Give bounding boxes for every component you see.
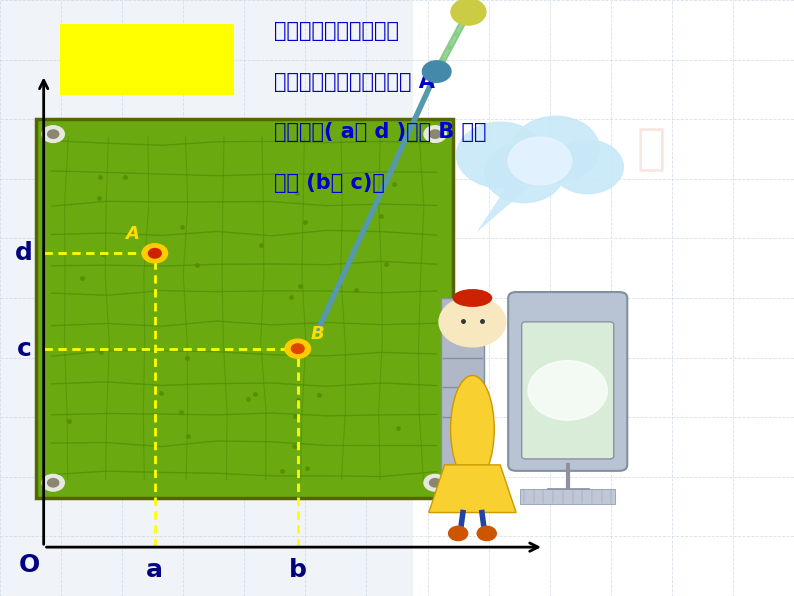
Bar — [413, 0, 794, 596]
Bar — [520, 489, 615, 504]
Text: A: A — [125, 225, 140, 243]
Text: c: c — [17, 337, 31, 361]
Circle shape — [424, 474, 446, 491]
Circle shape — [430, 130, 441, 138]
Circle shape — [512, 116, 599, 182]
Circle shape — [42, 474, 64, 491]
Circle shape — [477, 526, 496, 541]
Bar — [441, 298, 484, 489]
FancyBboxPatch shape — [508, 292, 627, 471]
Text: d: d — [15, 241, 33, 265]
FancyBboxPatch shape — [522, 322, 614, 459]
Text: 角坐标系，如本图中，点 A: 角坐标系，如本图中，点 A — [274, 72, 435, 92]
Text: O: O — [19, 553, 40, 577]
Text: a: a — [146, 558, 164, 582]
Circle shape — [552, 140, 623, 194]
Circle shape — [451, 0, 486, 25]
Ellipse shape — [453, 289, 492, 307]
Circle shape — [508, 137, 572, 185]
Circle shape — [48, 130, 59, 138]
Circle shape — [285, 339, 310, 358]
Text: B: B — [310, 325, 325, 343]
Circle shape — [42, 126, 64, 142]
Circle shape — [48, 479, 59, 487]
Polygon shape — [429, 465, 516, 513]
Circle shape — [484, 143, 564, 203]
Circle shape — [291, 344, 304, 353]
Bar — [60, 24, 234, 95]
Bar — [0, 0, 413, 596]
Circle shape — [528, 361, 607, 420]
Text: 的坐标为( a， d )，点 B 的坐: 的坐标为( a， d )，点 B 的坐 — [274, 122, 487, 142]
Circle shape — [424, 126, 446, 142]
Circle shape — [449, 526, 468, 541]
Bar — [36, 119, 453, 498]
Ellipse shape — [451, 375, 494, 483]
Circle shape — [422, 61, 451, 82]
Circle shape — [142, 244, 168, 263]
Text: 可以建立适当的平面直: 可以建立适当的平面直 — [274, 21, 399, 41]
Circle shape — [430, 479, 441, 487]
Text: 震: 震 — [637, 125, 665, 173]
Circle shape — [457, 122, 544, 188]
Circle shape — [439, 297, 506, 347]
Text: 标为 (b， c)．: 标为 (b， c)． — [274, 173, 385, 193]
Polygon shape — [476, 185, 532, 232]
Circle shape — [148, 249, 161, 258]
Text: b: b — [289, 558, 306, 582]
